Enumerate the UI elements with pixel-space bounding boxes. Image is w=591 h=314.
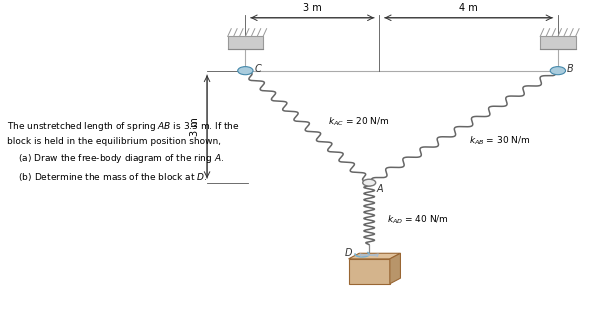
Circle shape: [238, 67, 253, 75]
Circle shape: [363, 179, 376, 186]
Text: D: D: [345, 248, 353, 258]
Circle shape: [550, 67, 566, 75]
Bar: [540, 36, 576, 49]
Bar: [349, 259, 390, 284]
Text: 4 m: 4 m: [459, 3, 478, 13]
Text: $k_{AC}$ = 20 N/m: $k_{AC}$ = 20 N/m: [328, 116, 389, 128]
Polygon shape: [390, 253, 401, 284]
Polygon shape: [349, 253, 401, 259]
Text: $k_{AD}$ = 40 N/m: $k_{AD}$ = 40 N/m: [387, 214, 449, 226]
Text: The unstretched length of spring $AB$ is 3.3 m. If the
block is held in the equi: The unstretched length of spring $AB$ is…: [7, 120, 239, 183]
Text: 3 m: 3 m: [303, 3, 322, 13]
Bar: [228, 36, 263, 49]
Text: 3 m: 3 m: [190, 117, 200, 136]
Text: A: A: [377, 184, 384, 194]
Text: B: B: [567, 64, 573, 74]
Text: $k_{AB}$ = 30 N/m: $k_{AB}$ = 30 N/m: [469, 134, 531, 147]
Text: C: C: [254, 64, 261, 74]
